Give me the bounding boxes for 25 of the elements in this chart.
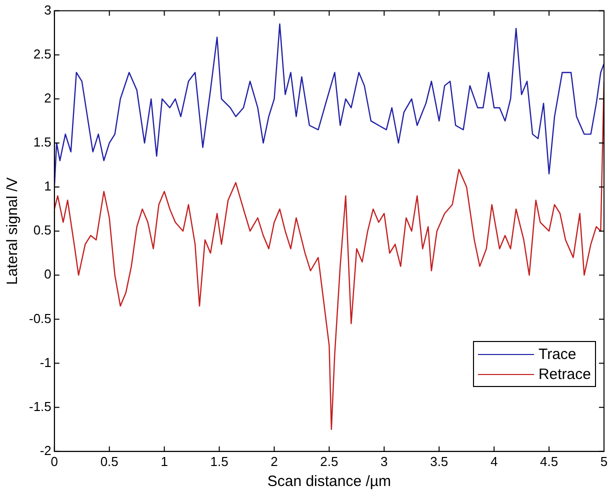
x-axis-title: Scan distance /µm [267, 473, 392, 490]
y-tick-label: -1.5 [28, 398, 52, 414]
y-tick-label: -0.5 [28, 310, 52, 326]
y-tick-label: -1 [40, 354, 52, 370]
x-tick-label: 4 [490, 454, 498, 469]
x-tick-label: 4.5 [540, 454, 558, 469]
x-tick-label: 3.5 [430, 454, 448, 469]
legend-label: Retrace [538, 366, 591, 383]
legend-label: Trace [538, 346, 576, 363]
y-tick-label: 2 [44, 90, 52, 106]
x-tick-label: 5 [600, 454, 608, 469]
x-tick-label: 3 [380, 454, 388, 469]
x-tick-label: 2 [270, 454, 278, 469]
y-tick-label: 2.5 [33, 46, 52, 62]
x-tick-label: 0.5 [100, 454, 118, 469]
x-tick-label: 2.5 [320, 454, 338, 469]
x-tick-label: 1 [160, 454, 168, 469]
x-tick-label: 1.5 [210, 454, 228, 469]
y-tick-label: 0 [44, 266, 52, 282]
y-tick-label: 0.5 [33, 222, 52, 238]
y-tick-label: 1.5 [33, 134, 52, 150]
y-tick-label: -2 [40, 442, 52, 458]
y-tick-label: 3 [44, 2, 52, 18]
y-tick-label: 1 [44, 178, 52, 194]
y-axis-title: Lateral signal /V [4, 177, 22, 285]
